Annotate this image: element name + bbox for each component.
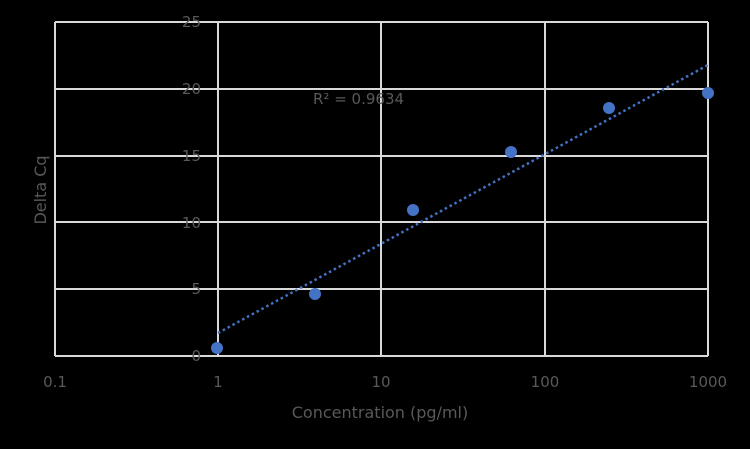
- x-axis-title: Concentration (pg/ml): [292, 403, 469, 422]
- y-tick: 5: [191, 280, 201, 298]
- y-tick: 0: [191, 347, 201, 365]
- data-points: [211, 87, 714, 354]
- y-tick: 25: [182, 13, 201, 31]
- y-tick: 15: [182, 147, 201, 165]
- x-tick: 0.1: [43, 373, 67, 391]
- y-axis-ticks: 0 5 10 15 20 25: [182, 13, 201, 365]
- x-axis-ticks: 0.1 1 10 100 1000: [43, 373, 727, 391]
- r-squared-label: R² = 0.9634: [313, 90, 404, 108]
- data-point: [309, 288, 321, 300]
- x-tick: 1000: [689, 373, 727, 391]
- x-tick: 100: [531, 373, 560, 391]
- x-tick: 10: [371, 373, 390, 391]
- y-tick: 10: [182, 214, 201, 232]
- gridlines: [54, 21, 709, 357]
- y-axis-title: Delta Cq: [31, 155, 50, 224]
- data-point: [702, 87, 714, 99]
- data-point: [407, 204, 419, 216]
- data-point: [603, 102, 615, 114]
- trendline: [217, 63, 709, 335]
- data-point: [505, 146, 517, 158]
- data-point: [211, 342, 223, 354]
- y-tick: 20: [182, 80, 201, 98]
- x-tick: 1: [213, 373, 223, 391]
